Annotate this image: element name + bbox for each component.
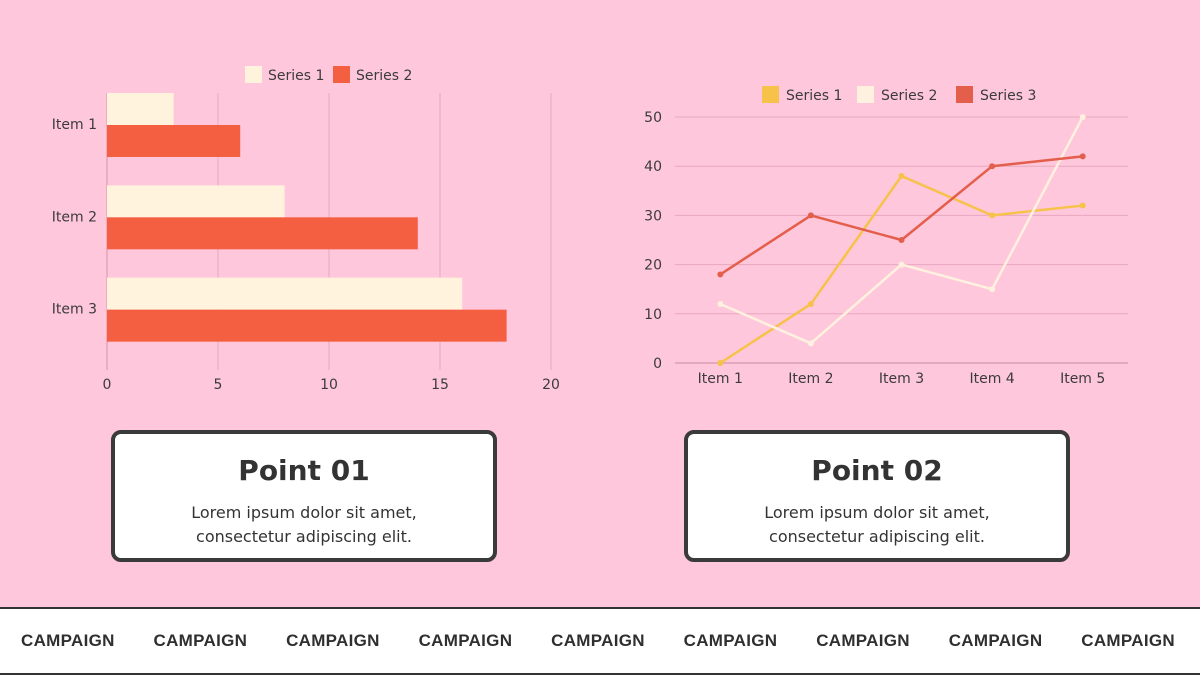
data-point	[989, 286, 996, 293]
x-tick-label: Item 4	[969, 371, 1014, 387]
bar-chart: Item 1 Item 2 Item 3 0 5 10 15 20 Series 1 Series…	[52, 66, 560, 393]
bar	[107, 125, 241, 157]
series-line	[719, 116, 1084, 345]
bar	[107, 185, 285, 218]
strip-item: CAMPAIGN	[1081, 631, 1175, 650]
bar	[107, 309, 507, 342]
data-point	[807, 340, 814, 347]
point-02-card: Point 02 Lorem ipsum dolor sit amet, con…	[684, 430, 1070, 562]
data-point	[898, 173, 905, 180]
x-tick-label: Item 1	[698, 371, 743, 387]
data-point	[1079, 202, 1086, 209]
series-line	[719, 174, 1083, 365]
x-tick-label: 10	[320, 377, 338, 393]
strip-item: CAMPAIGN	[683, 631, 778, 650]
category-label: Item 2	[52, 209, 97, 225]
card-title: Point 02	[811, 454, 943, 487]
y-tick-label: 20	[644, 258, 662, 274]
y-tick-label: 40	[644, 159, 662, 175]
data-point	[898, 237, 905, 243]
x-tick-label: 5	[214, 377, 223, 393]
strip-item: CAMPAIGN	[816, 631, 910, 650]
strip-item: CAMPAIGN	[21, 631, 115, 650]
strip-item: CAMPAIGN	[418, 631, 513, 650]
legend-label: Series 2	[881, 88, 937, 104]
category-label: Item 1	[52, 117, 97, 133]
strip-item: CAMPAIGN	[948, 631, 1043, 650]
x-tick-label: Item 3	[879, 371, 924, 387]
legend-swatch	[857, 86, 874, 103]
strip-item: CAMPAIGN	[286, 631, 380, 650]
bar	[107, 277, 463, 310]
bar	[107, 93, 174, 125]
x-tick-label: 20	[542, 377, 560, 393]
y-tick-label: 50	[644, 110, 662, 126]
strip-item: CAMPAIGN	[153, 631, 248, 650]
legend-swatch	[956, 86, 973, 103]
line-chart: 0 10 20 30 40 50 Item 1 Item 2 Item 3 Item 4 Item …	[644, 86, 1128, 387]
legend-swatch	[762, 86, 779, 103]
data-point	[717, 360, 724, 366]
data-point	[1079, 114, 1086, 120]
data-point	[1079, 153, 1086, 160]
card-title: Point 01	[238, 454, 370, 487]
x-tick-label: Item 5	[1060, 371, 1105, 387]
card-text: Lorem ipsum dolor sit amet, consectetur …	[764, 503, 990, 546]
legend-label: Series 1	[268, 68, 324, 84]
strip-item: CAMPAIGN	[551, 631, 645, 650]
legend-swatch	[245, 66, 262, 83]
category-label: Item 3	[52, 302, 97, 318]
data-point	[989, 163, 996, 170]
data-point	[717, 271, 724, 278]
legend-label: Series 1	[786, 88, 842, 104]
x-tick-label: 0	[103, 377, 112, 393]
y-tick-label: 0	[653, 356, 662, 372]
x-tick-label: 15	[431, 377, 449, 393]
card-text: Lorem ipsum dolor sit amet, consectetur …	[191, 503, 417, 546]
bar	[107, 217, 418, 250]
data-point	[807, 300, 814, 307]
x-tick-label: Item 2	[788, 371, 833, 387]
point-01-card: Point 01 Lorem ipsum dolor sit amet, con…	[111, 430, 497, 562]
data-point	[807, 212, 814, 219]
legend-swatch	[333, 66, 350, 83]
data-point	[717, 300, 724, 307]
campaign-strip: CAMPAIGN CAMPAIGN CAMPAIGN CAMPAIGN CAMP…	[0, 607, 1200, 675]
legend-label: Series 3	[980, 88, 1036, 104]
legend-label: Series 2	[356, 68, 412, 84]
data-point	[898, 261, 905, 268]
y-tick-label: 10	[644, 307, 662, 323]
data-point	[989, 212, 996, 219]
y-tick-label: 30	[644, 208, 662, 224]
